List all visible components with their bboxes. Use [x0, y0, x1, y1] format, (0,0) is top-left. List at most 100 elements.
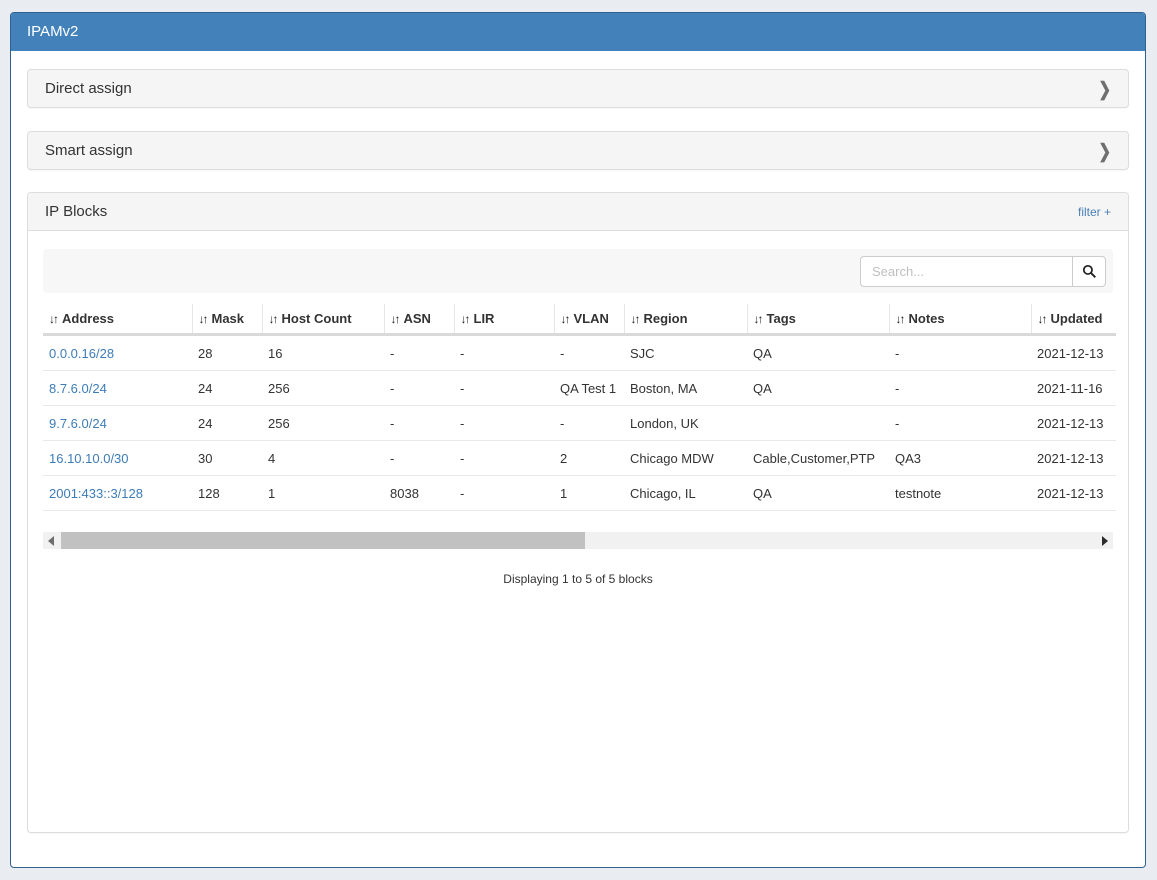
- sort-icon: ↓↑: [461, 312, 469, 326]
- search-input[interactable]: [860, 256, 1072, 287]
- cell-host-count: 256: [262, 371, 384, 406]
- cell-address: 9.7.6.0/24: [43, 406, 192, 441]
- sort-icon: ↓↑: [1038, 312, 1046, 326]
- cell-mask: 24: [192, 406, 262, 441]
- table-row: 9.7.6.0/2424256---London, UK-2021-12-13: [43, 406, 1116, 441]
- column-header-notes[interactable]: ↓↑ Notes: [889, 304, 1031, 335]
- column-label: Address: [62, 311, 114, 326]
- column-header-vlan[interactable]: ↓↑VLAN: [554, 304, 624, 335]
- address-link[interactable]: 0.0.0.16/28: [49, 346, 114, 361]
- scrollbar-thumb[interactable]: [61, 532, 585, 549]
- cell-region: Boston, MA: [624, 371, 747, 406]
- cell-tags: [747, 406, 889, 441]
- smart-assign-title: Smart assign: [45, 142, 133, 159]
- column-label: Region: [644, 311, 688, 326]
- cell-updated: 2021-12-13: [1031, 335, 1116, 371]
- cell-region: London, UK: [624, 406, 747, 441]
- cell-asn: -: [384, 406, 454, 441]
- cell-lir: -: [454, 371, 554, 406]
- sort-icon: ↓↑: [391, 312, 399, 326]
- chevron-right-icon: ❯: [1098, 77, 1111, 100]
- filter-toggle-link[interactable]: filter +: [1078, 205, 1111, 219]
- cell-tags: QA: [747, 371, 889, 406]
- column-label: Host Count: [282, 311, 352, 326]
- address-link[interactable]: 9.7.6.0/24: [49, 416, 107, 431]
- column-label: Updated: [1051, 311, 1103, 326]
- app-title-bar: IPAMv2: [11, 13, 1145, 51]
- cell-notes: -: [889, 406, 1031, 441]
- cell-lir: -: [454, 406, 554, 441]
- cell-host-count: 1: [262, 476, 384, 511]
- address-link[interactable]: 16.10.10.0/30: [49, 451, 129, 466]
- column-header-asn[interactable]: ↓↑ ASN: [384, 304, 454, 335]
- cell-lir: -: [454, 335, 554, 371]
- cell-vlan: -: [554, 335, 624, 371]
- cell-vlan: 1: [554, 476, 624, 511]
- column-label: Tags: [767, 311, 796, 326]
- cell-notes: -: [889, 335, 1031, 371]
- cell-notes: QA3: [889, 441, 1031, 476]
- horizontal-scrollbar[interactable]: [43, 532, 1113, 549]
- column-label: Notes: [909, 311, 945, 326]
- ip-blocks-table: ↓↑ Address ↓↑ Mask ↓↑ Host Count ↓↑ ASN ↓↑LIR↓↑V…: [43, 304, 1116, 511]
- direct-assign-panel[interactable]: Direct assign ❯: [27, 69, 1129, 108]
- sort-icon: ↓↑: [49, 312, 57, 326]
- column-header-updated[interactable]: ↓↑ Updated: [1031, 304, 1116, 335]
- column-header-region[interactable]: ↓↑ Region: [624, 304, 747, 335]
- cell-mask: 30: [192, 441, 262, 476]
- column-header-tags[interactable]: ↓↑ Tags: [747, 304, 889, 335]
- cell-asn: -: [384, 441, 454, 476]
- column-label: ASN: [404, 311, 431, 326]
- chevron-right-icon: ❯: [1098, 139, 1111, 162]
- cell-vlan: 2: [554, 441, 624, 476]
- cell-vlan: QA Test 1: [554, 371, 624, 406]
- scroll-left-arrow-icon[interactable]: [43, 532, 59, 549]
- table-row: 16.10.10.0/30304--2Chicago MDWCable,Cust…: [43, 441, 1116, 476]
- cell-lir: -: [454, 476, 554, 511]
- cell-mask: 28: [192, 335, 262, 371]
- smart-assign-panel[interactable]: Smart assign ❯: [27, 131, 1129, 170]
- search-icon: [1082, 264, 1097, 279]
- cell-mask: 128: [192, 476, 262, 511]
- ip-blocks-panel: IP Blocks filter +: [27, 192, 1129, 833]
- sort-icon: ↓↑: [199, 312, 207, 326]
- address-link[interactable]: 2001:433::3/128: [49, 486, 143, 501]
- column-header-mask[interactable]: ↓↑ Mask: [192, 304, 262, 335]
- table-toolbar: [43, 249, 1113, 293]
- sort-icon: ↓↑: [896, 312, 904, 326]
- sort-icon: ↓↑: [269, 312, 277, 326]
- ip-blocks-title: IP Blocks: [45, 203, 107, 220]
- cell-tags: QA: [747, 335, 889, 371]
- cell-host-count: 256: [262, 406, 384, 441]
- table-row: 0.0.0.16/282816---SJCQA-2021-12-13: [43, 335, 1116, 371]
- app-window: IPAMv2 Direct assign ❯ Smart assign ❯ IP…: [10, 12, 1146, 868]
- scroll-right-arrow-icon[interactable]: [1097, 532, 1113, 549]
- ip-blocks-header: IP Blocks filter +: [28, 193, 1128, 231]
- ip-blocks-body: ↓↑ Address ↓↑ Mask ↓↑ Host Count ↓↑ ASN ↓↑LIR↓↑V…: [28, 231, 1128, 586]
- cell-host-count: 16: [262, 335, 384, 371]
- sort-icon: ↓↑: [754, 312, 762, 326]
- cell-region: Chicago, IL: [624, 476, 747, 511]
- app-title: IPAMv2: [27, 23, 78, 40]
- cell-updated: 2021-12-13: [1031, 406, 1116, 441]
- column-label: Mask: [212, 311, 245, 326]
- search-button[interactable]: [1072, 256, 1106, 287]
- cell-region: Chicago MDW: [624, 441, 747, 476]
- cell-address: 2001:433::3/128: [43, 476, 192, 511]
- column-header-host-count[interactable]: ↓↑ Host Count: [262, 304, 384, 335]
- cell-address: 0.0.0.16/28: [43, 335, 192, 371]
- search-group: [860, 256, 1106, 287]
- address-link[interactable]: 8.7.6.0/24: [49, 381, 107, 396]
- table-summary: Displaying 1 to 5 of 5 blocks: [43, 572, 1113, 586]
- column-header-lir[interactable]: ↓↑LIR: [454, 304, 554, 335]
- cell-updated: 2021-11-16: [1031, 371, 1116, 406]
- cell-tags: Cable,Customer,PTP: [747, 441, 889, 476]
- cell-address: 16.10.10.0/30: [43, 441, 192, 476]
- cell-vlan: -: [554, 406, 624, 441]
- cell-lir: -: [454, 441, 554, 476]
- cell-asn: 8038: [384, 476, 454, 511]
- column-header-address[interactable]: ↓↑ Address: [43, 304, 192, 335]
- cell-host-count: 4: [262, 441, 384, 476]
- sort-icon: ↓↑: [561, 312, 569, 326]
- sort-icon: ↓↑: [631, 312, 639, 326]
